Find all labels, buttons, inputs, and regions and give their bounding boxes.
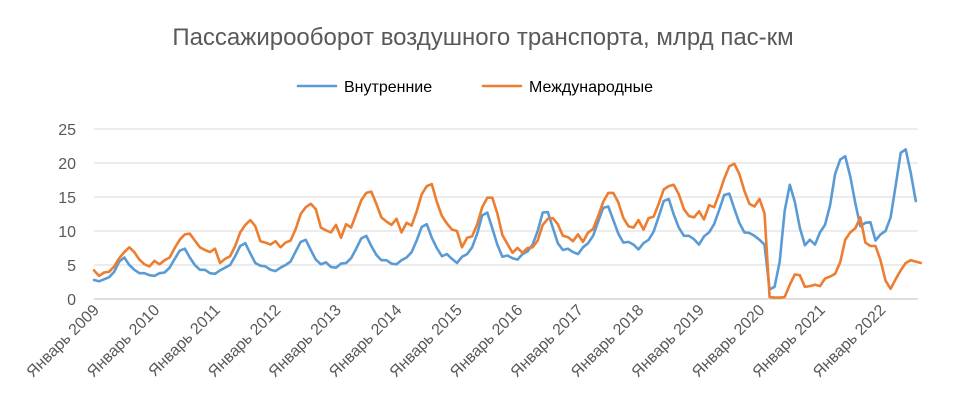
y-tick-label: 25 [58, 122, 76, 139]
y-tick-label: 20 [58, 156, 76, 173]
chart-title: Пассажирооборот воздушного транспорта, м… [172, 24, 793, 51]
y-axis-ticks: 0 5 10 15 20 25 [58, 122, 76, 309]
series-line-2 [92, 162, 923, 299]
legend-label: Международные [529, 79, 653, 96]
series-line-1 [92, 148, 918, 291]
legend: Внутренние Международные [296, 79, 653, 96]
legend-label: Внутренние [344, 79, 432, 96]
y-tick-label: 15 [58, 190, 76, 207]
y-tick-label: 5 [67, 258, 76, 275]
series-lines [92, 148, 923, 299]
y-tick-label: 10 [58, 224, 76, 241]
y-tick-label: 0 [67, 292, 76, 309]
